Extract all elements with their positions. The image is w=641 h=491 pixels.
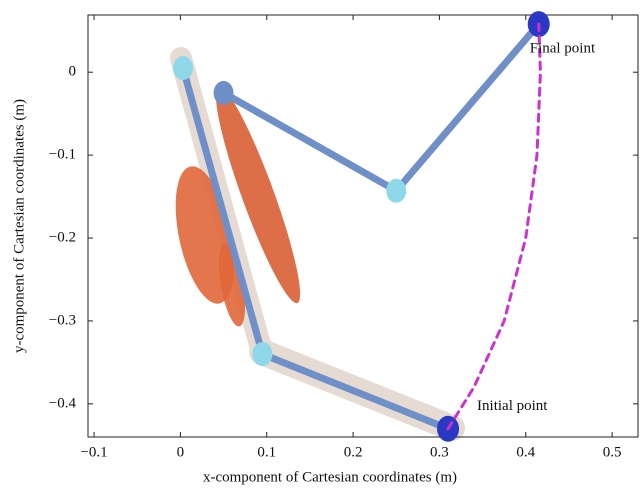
arm-segment: [220, 20, 543, 196]
y-tick-label: 0: [69, 64, 77, 80]
joint: [213, 80, 234, 105]
y-tick-label: −0.1: [49, 147, 76, 163]
joint: [252, 342, 273, 367]
annotation: Initial point: [477, 398, 548, 414]
x-tick-label: 0.3: [430, 444, 449, 460]
joint: [172, 56, 193, 81]
plot-frame: [87, 14, 639, 438]
x-tick-label: 0.4: [516, 444, 535, 460]
x-axis-label: x-component of Cartesian coordinates (m): [203, 469, 457, 485]
y-tick-label: −0.3: [49, 312, 76, 328]
x-tick-label: 0.1: [257, 444, 276, 460]
trajectory: [446, 22, 542, 431]
annotation: Final point: [530, 41, 596, 57]
x-tick-label: 0: [177, 444, 185, 460]
y-axis-label: y-component of Cartesian coordinates (m): [11, 99, 27, 353]
x-tick-label: −0.1: [80, 444, 107, 460]
x-tick-label: 0.2: [344, 444, 363, 460]
joint: [386, 178, 407, 203]
y-tick-label: −0.2: [49, 229, 76, 245]
y-tick-label: −0.4: [49, 395, 77, 411]
x-tick-label: 0.5: [603, 444, 622, 460]
